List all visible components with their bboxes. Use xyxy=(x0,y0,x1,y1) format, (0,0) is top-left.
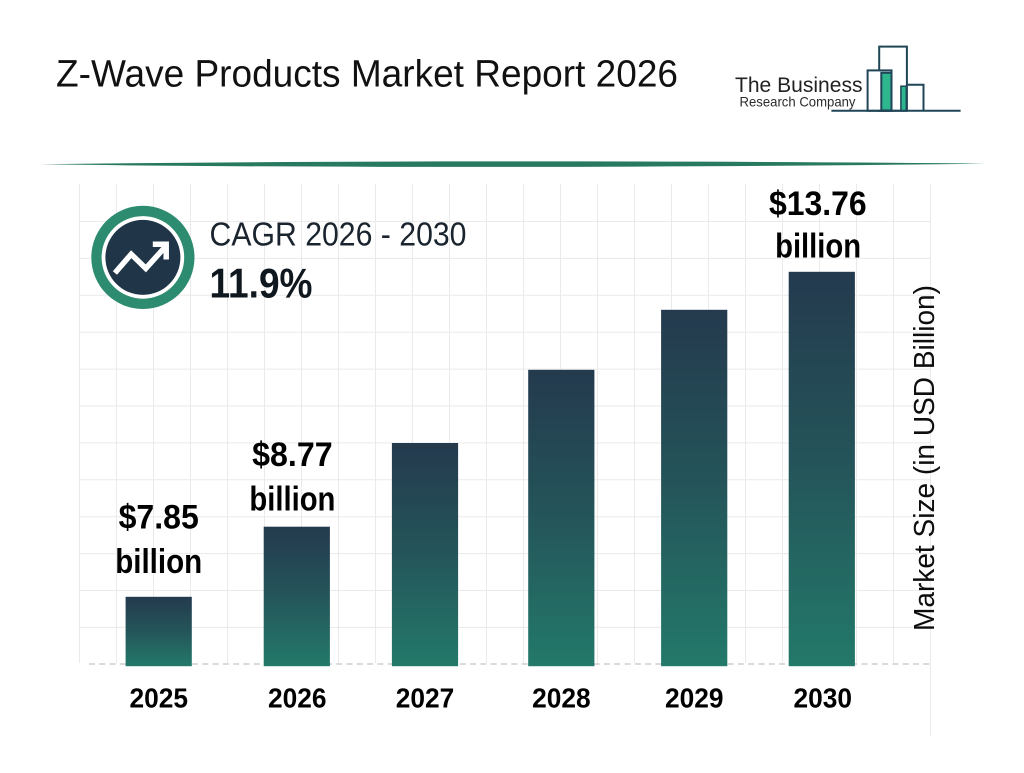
svg-text:Market Size (in USD Billion): Market Size (in USD Billion) xyxy=(909,285,941,631)
svg-text:2025: 2025 xyxy=(130,683,189,714)
svg-text:Z-Wave Products Market Report: Z-Wave Products Market Report 2026 xyxy=(56,54,678,96)
svg-text:2027: 2027 xyxy=(396,683,455,714)
svg-text:$13.76: $13.76 xyxy=(769,185,867,223)
svg-text:billion: billion xyxy=(775,227,861,265)
svg-text:2029: 2029 xyxy=(665,683,724,714)
svg-text:Research Company: Research Company xyxy=(740,94,856,110)
svg-text:2026: 2026 xyxy=(268,683,327,714)
svg-text:CAGR 2026 - 2030: CAGR 2026 - 2030 xyxy=(210,216,467,253)
svg-text:11.9%: 11.9% xyxy=(210,260,313,307)
svg-text:billion: billion xyxy=(115,543,202,581)
svg-text:billion: billion xyxy=(249,481,335,519)
svg-text:The Business: The Business xyxy=(735,74,863,97)
svg-text:$7.85: $7.85 xyxy=(119,499,199,537)
svg-text:2028: 2028 xyxy=(532,683,591,714)
svg-text:$8.77: $8.77 xyxy=(252,436,333,474)
svg-text:2030: 2030 xyxy=(794,683,853,714)
